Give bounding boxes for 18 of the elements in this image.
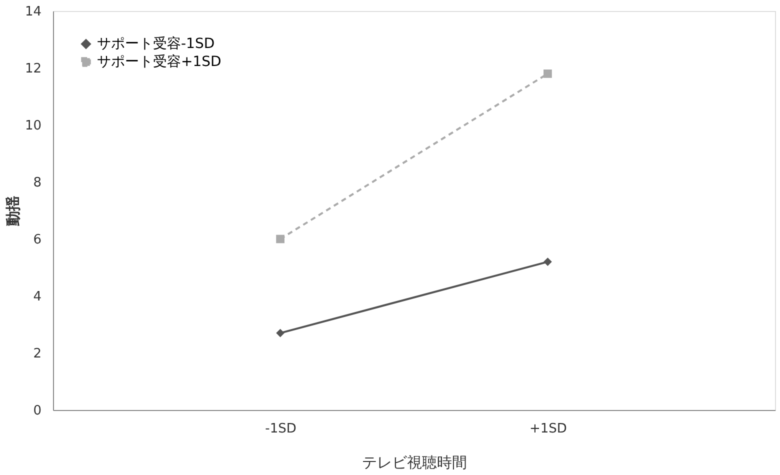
y-tick-label: 4 — [33, 290, 42, 304]
x-tick-label: +1SD — [529, 422, 567, 436]
x-axis-title: テレビ視聴時間 — [362, 454, 467, 472]
legend-label: サポート受容-1SD — [97, 36, 215, 52]
y-axis-title: 動揺 — [4, 196, 22, 227]
point — [276, 328, 284, 338]
point — [276, 234, 284, 244]
legend-label: サポート受容+1SD — [97, 54, 222, 70]
y-tick-label: 10 — [24, 118, 42, 134]
point — [544, 70, 552, 78]
y-tick-label: 2 — [33, 346, 42, 362]
y-tick-label: 12 — [24, 62, 42, 76]
y-tick-label: 8 — [33, 176, 42, 190]
y-tick-label: 0 — [33, 404, 42, 418]
x-tick-label: -1SD — [265, 422, 296, 436]
point — [544, 258, 552, 266]
y-tick-label: 14 — [24, 4, 42, 20]
y-tick-label: 6 — [33, 232, 42, 248]
